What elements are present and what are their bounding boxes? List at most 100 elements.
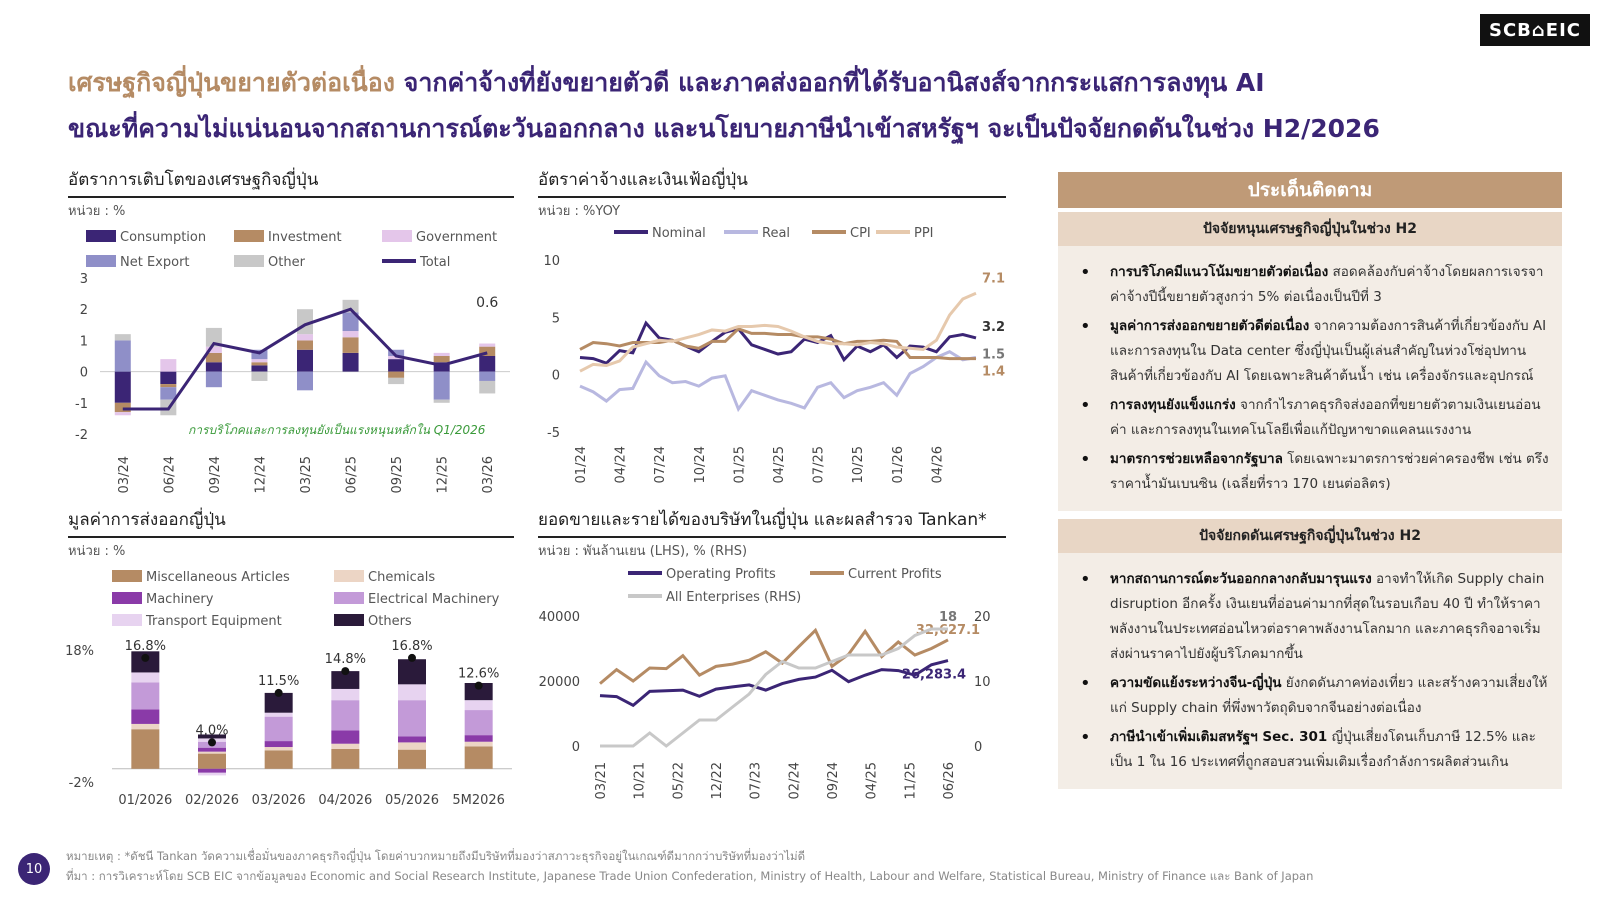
tankan-legend-0-swatch [628, 571, 662, 575]
gdp-bar-net-export [297, 371, 313, 391]
gdp-bar-investment [479, 346, 496, 356]
export-bar-transport-equipment [398, 684, 426, 701]
export-bar-machinery [198, 747, 226, 752]
wage-end-label-ppi: 7.1 [982, 271, 1005, 286]
gdp-xtick: 03/25 [299, 456, 314, 493]
tankan-ytick-left: 20000 [539, 675, 580, 690]
export-total-marker [341, 667, 350, 676]
gdp-legend-1-swatch [234, 230, 264, 242]
wage-legend-0-label: Nominal [652, 226, 706, 241]
gdp-bar-consumption [433, 362, 450, 372]
tankan-xtick: 04/25 [865, 762, 880, 799]
gdp-legend-2-label: Government [416, 230, 497, 245]
gdp-bar-net-export [433, 371, 450, 400]
gdp-bar-consumption [205, 362, 222, 372]
export-bar-transport-equipment [131, 672, 160, 683]
support-factor-item-text: โดยเฉพาะมาตรการช่วยค่าครองชีพ เช่น ตรึงร… [1110, 451, 1549, 492]
page-title: เศรษฐกิจญี่ปุ่นขยายตัวต่อเนื่อง จากค่าจ้… [68, 60, 1468, 152]
export-bar-others [331, 671, 360, 689]
wage-line-nominal [579, 320, 977, 365]
gdp-xtick: 12/25 [436, 456, 451, 493]
gdp-bar-consumption [342, 352, 359, 372]
support-factor-item-heading: การบริโภคมีแนวโน้มขยายตัวต่อเนื่อง [1110, 264, 1329, 280]
export-xtick: 03/2026 [252, 793, 306, 808]
wage-xtick: 01/26 [891, 446, 906, 483]
gdp-legend-3-label: Net Export [120, 255, 190, 270]
tankan-ytick-left: 0 [572, 740, 580, 755]
export-total-marker [474, 681, 483, 690]
gdp-legend-0-label: Consumption [120, 230, 206, 245]
tankan-ytick-right: 20 [974, 610, 991, 625]
export-xtick: 5M2026 [452, 793, 505, 808]
export-xtick: 01/2026 [118, 793, 172, 808]
gdp-last-value-label: 0.6 [476, 295, 498, 311]
export-bar-electrical-machinery [131, 682, 160, 710]
risk-factor-item: ความขัดแย้งระหว่างจีน-ญี่ปุ่น ยังกดดันภา… [1080, 671, 1550, 721]
tankan-line-operating-profits [599, 659, 949, 708]
support-factor-item-text: จากความต้องการสินค้าที่เกี่ยวข้องกับ AI … [1110, 318, 1547, 384]
risk-factor-item-text: อาจทำให้เกิด Supply chain disruption อีก… [1110, 571, 1545, 662]
gdp-bar-investment [251, 362, 268, 366]
wage-legend-1-label: Real [762, 226, 790, 241]
tankan-legend-2-label: All Enterprises (RHS) [666, 590, 801, 605]
wage-legend-3-label: PPI [914, 226, 934, 241]
export-legend-4-label: Transport Equipment [145, 614, 282, 629]
export-bar-chemicals [264, 747, 293, 751]
tankan-chart: Operating Profits Current Profits All Ente… [539, 567, 991, 799]
tankan-legend-1-swatch [810, 571, 844, 575]
export-total-label: 12.6% [458, 667, 499, 682]
gdp-ytick: 3 [80, 272, 88, 287]
export-legend-2-label: Machinery [146, 592, 214, 607]
risk-factors-list: หากสถานการณ์ตะวันออกกลางกลับมารุนแรง อาจ… [1070, 567, 1550, 775]
export-ytick: 18% [65, 644, 94, 659]
support-factors-box: การบริโภคมีแนวโน้มขยายตัวต่อเนื่อง สอดคล… [1058, 246, 1562, 511]
gdp-legend-1-label: Investment [268, 230, 342, 245]
wage-xtick: 04/26 [930, 446, 945, 483]
tankan-xtick: 09/24 [826, 762, 841, 799]
tankan-panel-title: ยอดขายและรายได้ของบริษัทในญี่ปุ่น และผลส… [538, 506, 1006, 538]
gdp-bar-net-export [251, 349, 268, 360]
export-panel-title: มูลค่าการส่งออกญี่ปุ่น [68, 506, 514, 538]
risk-factor-item-text: ยังกดดันภาคท่องเที่ยว และสร้างความเสี่ยง… [1110, 675, 1548, 716]
export-bar-others [464, 683, 493, 701]
gdp-xtick: 03/26 [481, 456, 496, 493]
gdp-total-line [122, 307, 488, 411]
tankan-xtick: 11/25 [903, 762, 918, 799]
page-number: 10 [18, 853, 50, 885]
gdp-legend-total-swatch [382, 259, 416, 263]
export-bar-machinery [398, 736, 426, 743]
gdp-bar-consumption [479, 356, 496, 372]
support-factor-item-text: จากกำไรภาคธุรกิจส่งออกที่ขยายตัวตามเงินเ… [1110, 397, 1541, 438]
export-legend-1-swatch [334, 570, 364, 582]
gdp-chart: Consumption Investment Government Net Expor… [75, 230, 510, 493]
tankan-line-all-enterprises--rhs- [600, 627, 948, 748]
wage-panel-title: อัตราค่าจ้างและเงินเฟ้อญี่ปุ่น [538, 166, 1006, 198]
export-legend-4-swatch [112, 614, 142, 626]
export-bar-chemicals [464, 741, 493, 747]
scb-eic-logo: SCB⌂EIC [1480, 14, 1590, 46]
tankan-ytick-right: 10 [974, 675, 991, 690]
support-factor-item-heading: มูลค่าการส่งออกขยายตัวดีต่อเนื่อง [1110, 318, 1310, 334]
wage-xtick: 10/24 [693, 446, 708, 483]
gdp-bar-other [114, 334, 131, 341]
risk-factor-item-text: ญี่ปุ่นเสี่ยงโดนเก็บภาษี 12.5% และเป็น 1… [1110, 729, 1536, 770]
support-factors-list: การบริโภคมีแนวโน้มขยายตัวต่อเนื่อง สอดคล… [1070, 260, 1550, 497]
export-total-marker [274, 688, 283, 697]
export-total-marker [141, 653, 150, 662]
support-factor-item: มาตรการช่วยเหลือจากรัฐบาล โดยเฉพาะมาตรกา… [1080, 447, 1550, 497]
gdp-ytick: 1 [80, 334, 88, 349]
gdp-bar-net-export [388, 349, 405, 356]
title-accent: เศรษฐกิจญี่ปุ่นขยายตัวต่อเนื่อง [68, 68, 395, 97]
wage-xtick: 01/25 [732, 446, 747, 483]
gdp-legend-2-swatch [382, 230, 412, 242]
export-total-marker [408, 653, 416, 662]
export-xtick: 04/2026 [318, 793, 372, 808]
gdp-bar-investment [160, 384, 177, 388]
export-bar-transport-equipment [264, 712, 293, 717]
watch-panel-header: ประเด็นติดตาม [1058, 172, 1562, 208]
export-total-label: 16.8% [125, 639, 166, 654]
tankan-legend-1-label: Current Profits [848, 567, 942, 582]
support-factor-item: การลงทุนยังแข็งแกร่ง จากกำไรภาคธุรกิจส่ง… [1080, 393, 1550, 443]
tankan-xtick: 06/26 [942, 762, 957, 799]
gdp-bar-consumption [114, 371, 131, 403]
